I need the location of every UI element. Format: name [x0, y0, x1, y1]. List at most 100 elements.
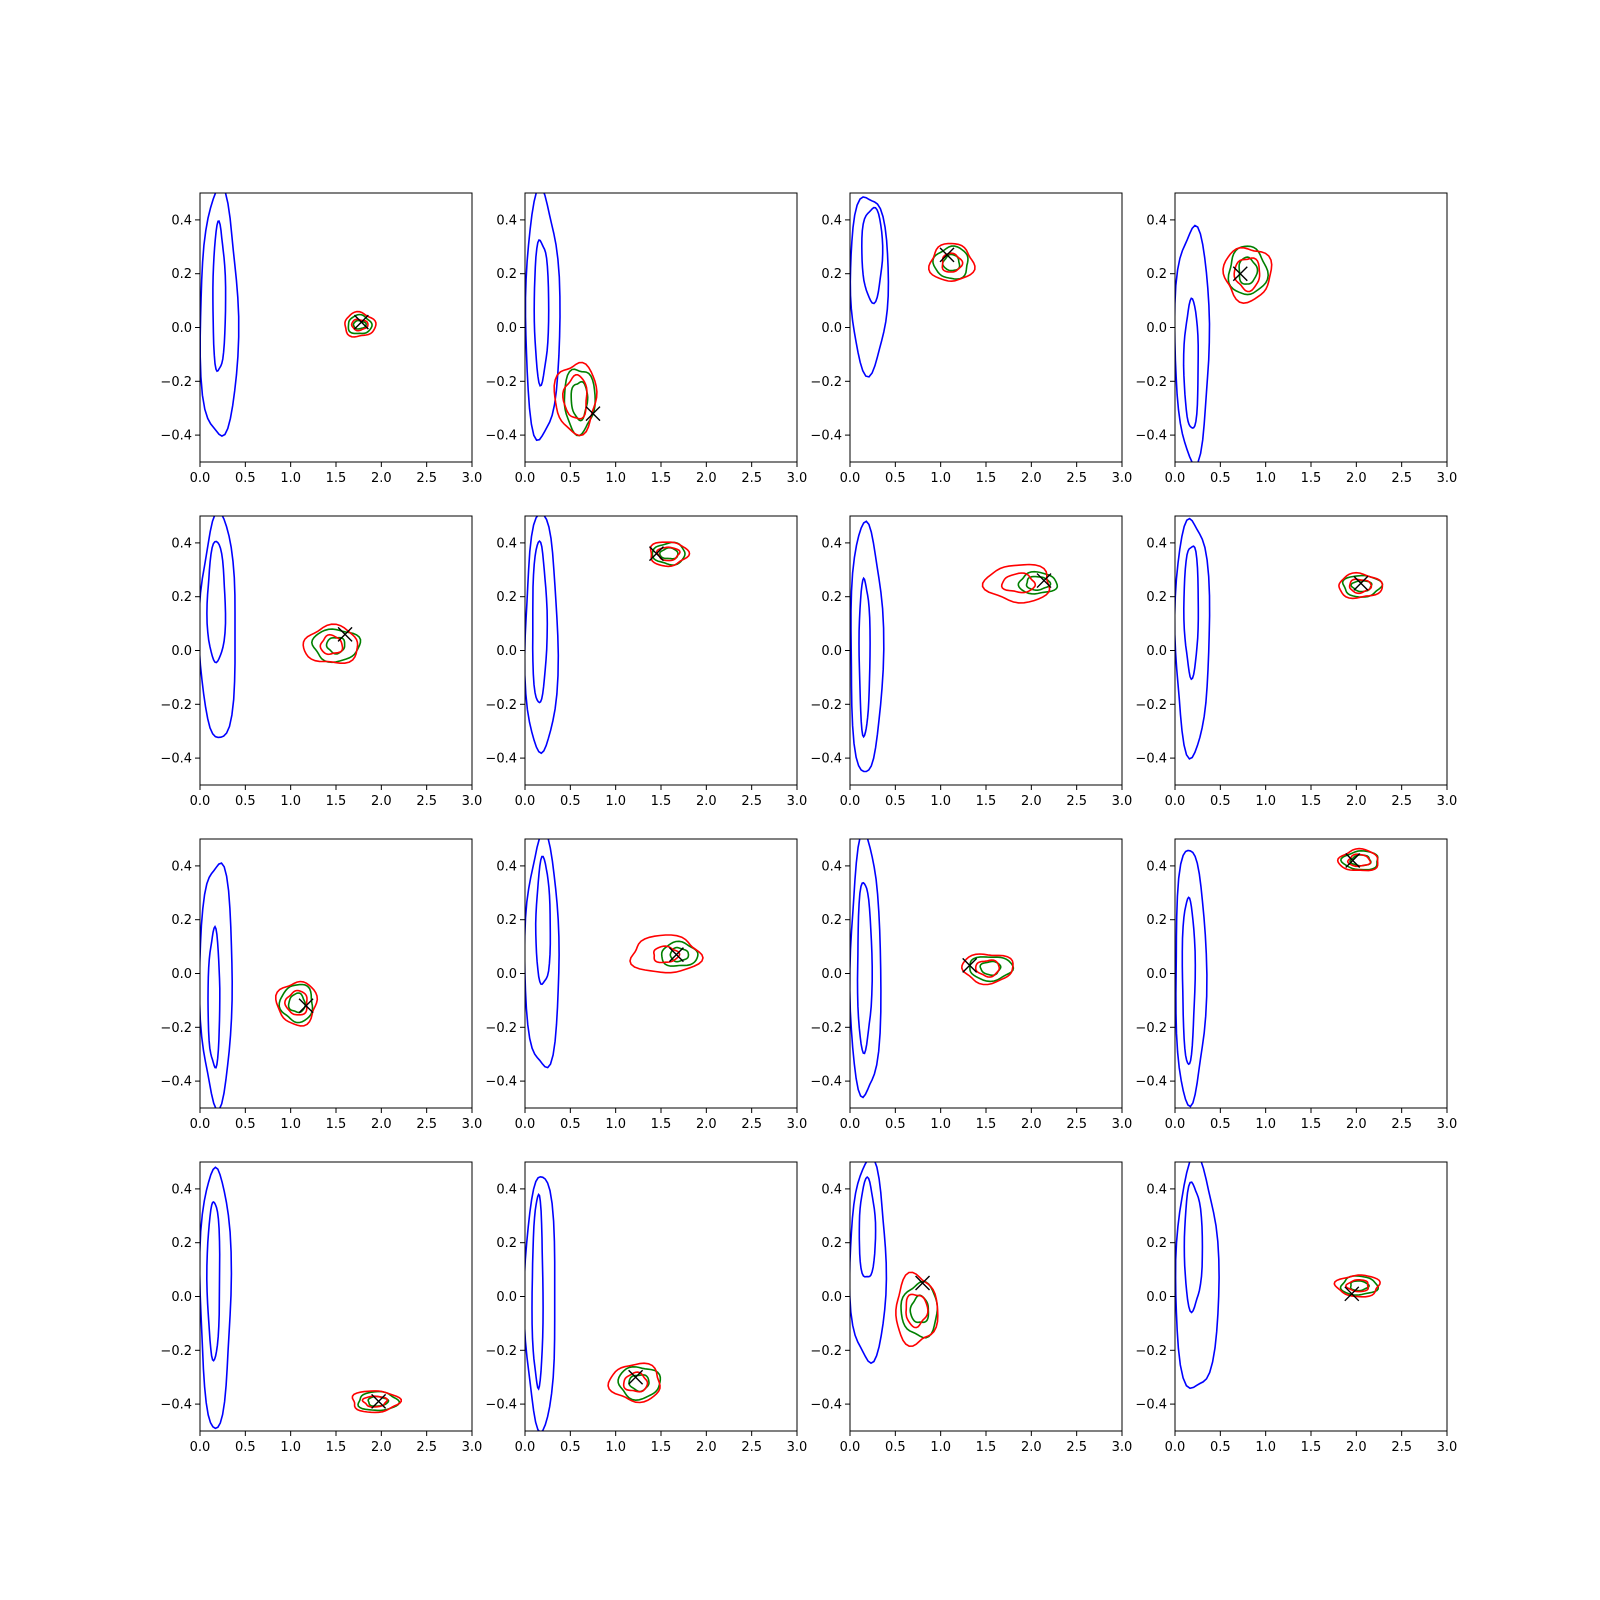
y-tick-label: 0.4 — [171, 1182, 192, 1197]
red-contour-outer — [553, 361, 598, 437]
y-tick-label: 0.2 — [171, 590, 192, 605]
true-value-marker — [628, 1369, 644, 1385]
green-contour-outer — [563, 368, 597, 437]
prior-contour-outer — [850, 520, 885, 773]
x-tick-label: 2.0 — [1346, 794, 1367, 809]
x-tick-label: 2.0 — [1021, 794, 1042, 809]
red-contour-inner — [319, 633, 344, 656]
plot-area — [850, 1162, 939, 1365]
x-tick-label: 1.0 — [1255, 794, 1276, 809]
y-tick-label: 0.0 — [1146, 1290, 1167, 1305]
x-tick-label: 2.0 — [696, 471, 717, 486]
x-tick-label: 0.0 — [1165, 1117, 1186, 1132]
x-tick-label: 2.0 — [696, 1117, 717, 1132]
axes-frame — [524, 192, 798, 463]
y-tick-label: −0.4 — [1135, 429, 1167, 444]
true-value-marker — [1232, 266, 1248, 282]
x-tick-label: 1.5 — [976, 794, 997, 809]
y-tick-label: −0.4 — [1135, 1398, 1167, 1413]
red-contour-outer — [344, 310, 377, 338]
x-tick-label: 2.5 — [741, 794, 762, 809]
x-tick-label: 3.0 — [462, 1117, 483, 1132]
x-tick-label: 2.5 — [416, 471, 437, 486]
y-tick-label: 0.2 — [171, 913, 192, 928]
subplot-16: 0.0 0.5 1.0 1.5 2.0 2.5 3.0 −0.4 −0.2 0.0 0.2 0.4 — [1135, 1161, 1457, 1455]
y-tick-label: −0.4 — [160, 429, 192, 444]
x-tick-label: 2.0 — [1021, 471, 1042, 486]
y-tick-label: −0.4 — [810, 1398, 842, 1413]
x-tick-label: 1.5 — [651, 1117, 672, 1132]
red-contour-inner — [1345, 1279, 1369, 1293]
green-contour-inner — [1349, 1280, 1370, 1292]
y-tick-label: 0.2 — [821, 267, 842, 282]
x-tick-label: 1.5 — [976, 1440, 997, 1455]
x-tick-label: 1.0 — [280, 794, 301, 809]
y-tick-label: 0.2 — [821, 1236, 842, 1251]
axes-frame — [199, 1161, 473, 1432]
x-tick-label: 1.5 — [651, 794, 672, 809]
prior-contour-inner — [1182, 297, 1199, 429]
red-contour-inner — [655, 546, 681, 562]
plot-area — [1175, 224, 1273, 462]
prior-contour-outer — [1175, 1162, 1220, 1390]
x-tick-label: 0.0 — [515, 471, 536, 486]
axes-frame — [849, 192, 1123, 463]
y-tick-label: −0.2 — [485, 1021, 517, 1036]
red-contour-outer — [649, 541, 691, 568]
plot-area — [525, 193, 601, 442]
y-tick-label: −0.2 — [485, 375, 517, 390]
axes-frame — [849, 515, 1123, 786]
plot-area — [200, 516, 362, 739]
y-tick-label: −0.4 — [485, 1075, 517, 1090]
prior-contour-inner — [858, 576, 871, 739]
prior-contour-inner — [205, 1201, 221, 1362]
axes-frame — [849, 1161, 1123, 1432]
x-tick-label: 2.5 — [416, 1117, 437, 1132]
plot-area — [200, 1166, 402, 1430]
x-tick-label: 3.0 — [462, 1440, 483, 1455]
prior-contour-outer — [525, 839, 560, 1069]
y-tick-label: 0.4 — [171, 536, 192, 551]
prior-contour-inner — [534, 855, 552, 986]
prior-contour-inner — [531, 539, 549, 704]
y-tick-label: −0.4 — [1135, 752, 1167, 767]
x-tick-label: 0.5 — [560, 1117, 581, 1132]
x-tick-label: 0.5 — [885, 1440, 906, 1455]
y-tick-label: 0.2 — [821, 913, 842, 928]
x-tick-label: 0.5 — [235, 794, 256, 809]
red-contour-outer — [927, 242, 976, 283]
y-tick-label: 0.0 — [496, 644, 517, 659]
y-tick-label: 0.0 — [821, 967, 842, 982]
x-tick-label: 3.0 — [462, 471, 483, 486]
red-contour-outer — [351, 1390, 402, 1414]
y-tick-label: 0.0 — [821, 644, 842, 659]
green-contour-inner — [628, 1374, 650, 1393]
x-tick-label: 1.0 — [1255, 471, 1276, 486]
x-tick-label: 1.5 — [1301, 471, 1322, 486]
plot-area — [525, 839, 704, 1069]
x-tick-label: 0.0 — [840, 1440, 861, 1455]
y-tick-label: 0.4 — [1146, 536, 1167, 551]
true-value-marker — [1036, 573, 1052, 589]
true-value-marker — [1353, 575, 1369, 591]
x-tick-label: 0.0 — [190, 1117, 211, 1132]
y-tick-label: −0.4 — [160, 1075, 192, 1090]
y-tick-label: 0.0 — [171, 967, 192, 982]
green-contour-outer — [310, 628, 362, 664]
axes-frame — [1174, 838, 1448, 1109]
green-contour-outer — [617, 1365, 662, 1402]
x-tick-label: 0.5 — [1210, 1440, 1231, 1455]
y-tick-label: −0.4 — [810, 429, 842, 444]
true-value-marker — [337, 626, 353, 642]
red-contour-inner — [622, 1371, 649, 1393]
y-tick-label: 0.4 — [1146, 859, 1167, 874]
y-tick-label: −0.2 — [1135, 698, 1167, 713]
y-tick-label: −0.4 — [810, 752, 842, 767]
y-tick-label: −0.2 — [485, 698, 517, 713]
x-tick-label: 0.0 — [190, 794, 211, 809]
red-contour-inner — [1233, 257, 1261, 293]
subplot-4: 0.0 0.5 1.0 1.5 2.0 2.5 3.0 −0.4 −0.2 0.0 0.2 0.4 — [1135, 192, 1457, 486]
x-tick-label: 1.0 — [605, 794, 626, 809]
y-tick-label: 0.4 — [171, 213, 192, 228]
x-tick-label: 2.5 — [1391, 1117, 1412, 1132]
